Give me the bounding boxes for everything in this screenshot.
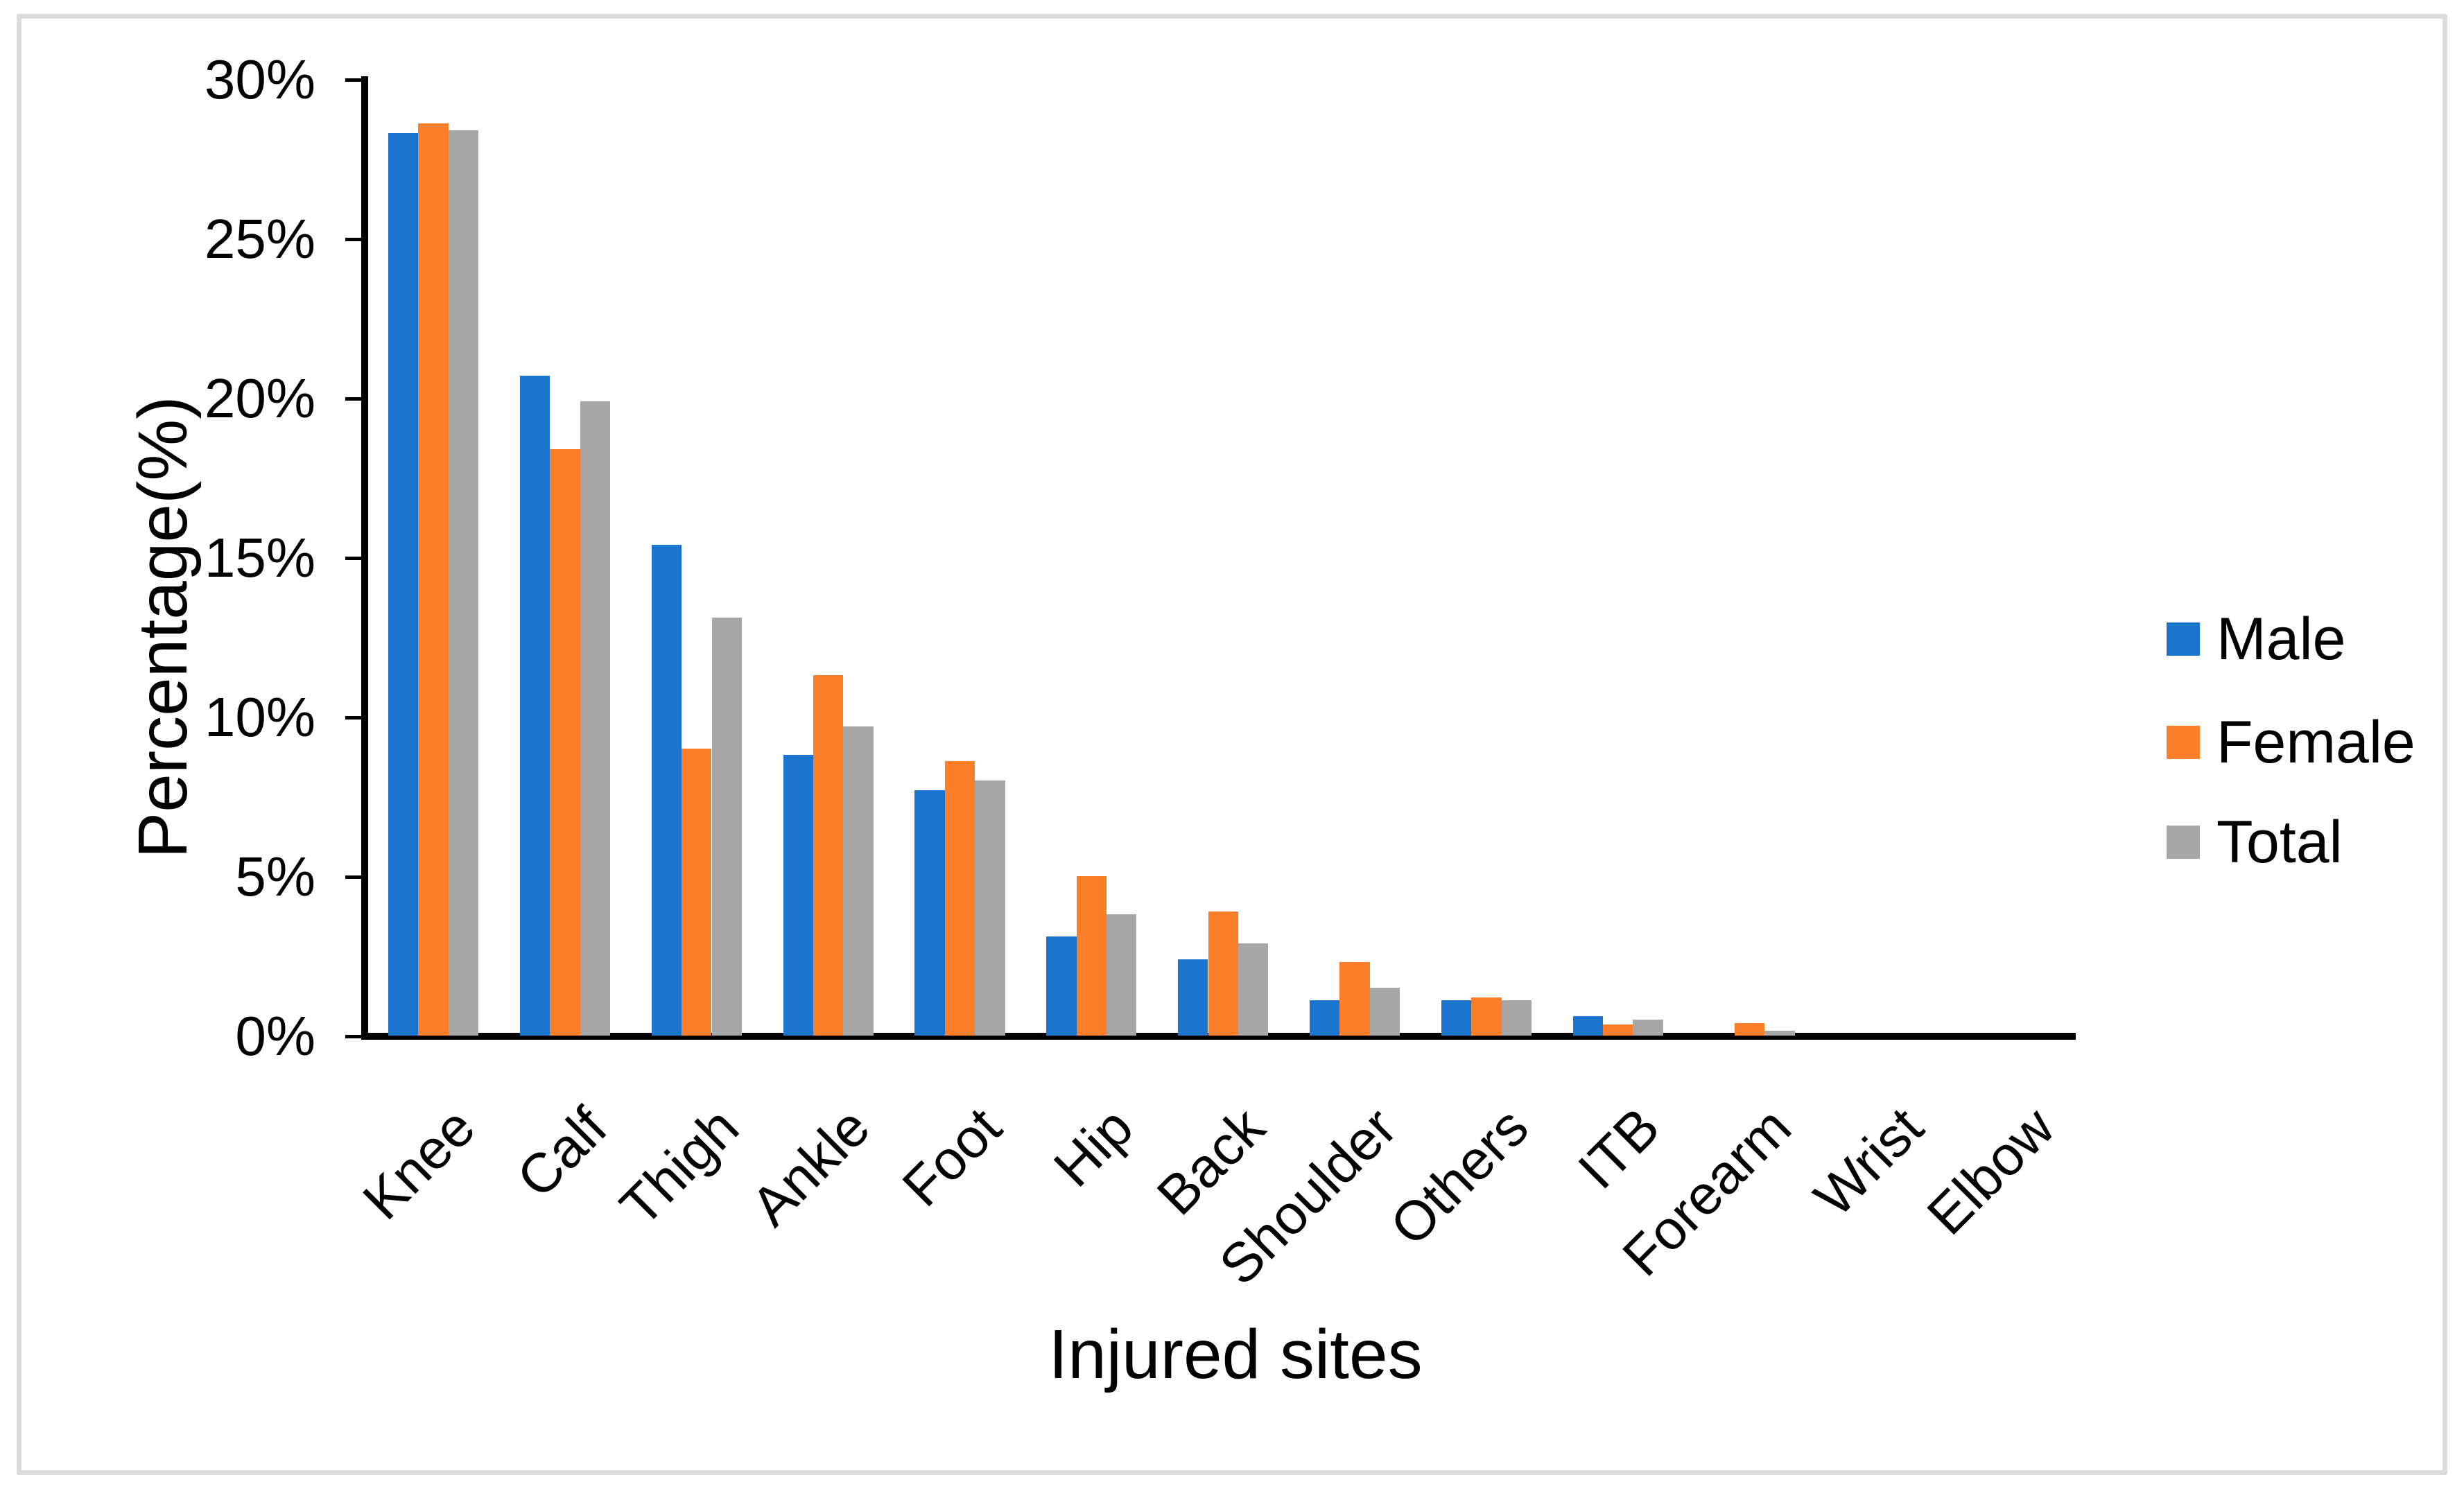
legend-label-male: Male — [2216, 606, 2346, 672]
bar-total-foot — [975, 781, 1005, 1036]
legend-swatch-female — [2167, 726, 2200, 759]
y-tick-label-20: 20% — [204, 367, 315, 429]
bar-male-shoulder — [1310, 1000, 1340, 1036]
x-category-label-knee: Knee — [351, 1095, 487, 1231]
bar-male-foot — [914, 790, 945, 1036]
y-tick-mark-15 — [345, 557, 361, 560]
legend-swatch-total — [2167, 826, 2200, 859]
bar-male-calf — [519, 376, 550, 1036]
bar-total-itb — [1633, 1020, 1663, 1036]
bar-total-hip — [1107, 914, 1137, 1036]
x-category-label-itb: ITB — [1566, 1095, 1672, 1201]
bar-total-others — [1501, 1000, 1532, 1036]
y-tick-label-15: 15% — [204, 527, 315, 588]
x-category-label-hip: Hip — [1042, 1095, 1145, 1198]
bar-male-thigh — [651, 545, 682, 1036]
y-tick-mark-25 — [345, 238, 361, 241]
bar-total-shoulder — [1369, 988, 1400, 1036]
x-category-label-ankle: Ankle — [739, 1095, 882, 1238]
bar-male-hip — [1046, 936, 1077, 1036]
legend-item-female: Female — [2167, 711, 2415, 774]
x-category-label-others: Others — [1378, 1095, 1540, 1257]
bar-female-itb — [1603, 1024, 1633, 1036]
bar-female-knee — [418, 123, 449, 1036]
bar-total-calf — [580, 401, 610, 1036]
y-tick-mark-5 — [345, 875, 361, 879]
bar-total-ankle — [843, 726, 874, 1036]
y-tick-mark-30 — [345, 78, 361, 82]
x-category-label-calf: Calf — [505, 1095, 618, 1210]
y-tick-label-5: 5% — [235, 846, 315, 907]
legend-label-female: Female — [2216, 709, 2415, 776]
bar-total-forearm — [1764, 1031, 1795, 1036]
y-axis-title: Percentage(%) — [124, 396, 202, 859]
bar-male-ankle — [783, 755, 813, 1036]
bar-male-itb — [1572, 1016, 1603, 1036]
bar-female-foot — [944, 761, 975, 1036]
bar-total-back — [1238, 943, 1269, 1036]
y-tick-mark-20 — [345, 397, 361, 401]
y-tick-label-30: 30% — [204, 49, 315, 110]
y-tick-mark-0 — [345, 1035, 361, 1038]
legend-label-total: Total — [2216, 809, 2343, 875]
bar-female-forearm — [1734, 1023, 1765, 1036]
x-category-label-thigh: Thigh — [608, 1095, 750, 1238]
legend-item-total: Total — [2167, 811, 2343, 873]
bar-female-ankle — [813, 675, 844, 1036]
y-tick-label-0: 0% — [235, 1005, 315, 1067]
y-tick-mark-10 — [345, 716, 361, 720]
bar-male-others — [1441, 1000, 1472, 1036]
legend-swatch-male — [2167, 622, 2200, 656]
bar-male-back — [1178, 959, 1208, 1036]
x-axis-line — [361, 1033, 2076, 1040]
bar-female-others — [1471, 997, 1502, 1036]
x-category-label-wrist: Wrist — [1802, 1095, 1935, 1228]
bar-male-knee — [388, 133, 419, 1036]
bar-female-shoulder — [1339, 962, 1370, 1036]
bar-total-knee — [448, 130, 479, 1036]
y-axis-line — [361, 76, 368, 1040]
x-category-label-foot: Foot — [891, 1095, 1014, 1219]
bar-female-hip — [1076, 876, 1107, 1036]
x-category-label-elbow: Elbow — [1916, 1095, 2067, 1246]
bar-female-back — [1208, 912, 1238, 1036]
bar-female-calf — [550, 449, 580, 1036]
y-tick-label-10: 10% — [204, 686, 315, 748]
y-tick-label-25: 25% — [204, 208, 315, 270]
legend-item-male: Male — [2167, 608, 2345, 670]
bar-female-thigh — [682, 749, 712, 1036]
bar-total-thigh — [711, 618, 742, 1036]
x-axis-title: Injured sites — [1048, 1316, 1423, 1393]
